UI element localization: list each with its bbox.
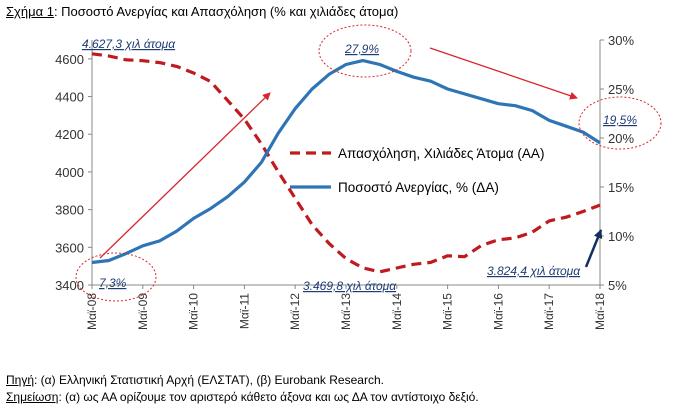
x-tick-label: Μαϊ-10 [187,293,201,330]
highlight-circle-end [578,96,662,150]
figure-notes: Πηγή: (α) Ελληνική Στατιστική Αρχή (ΕΛΣΤ… [6,372,479,406]
x-tick-label: Μαϊ-08 [85,293,99,330]
series-unemployment-line [91,59,601,265]
y-left-axis-ticks: 3400 3600 3800 4000 4200 4400 4600 [55,52,92,293]
legend: Απασχόληση, Χιλιάδες Άτομα (ΑΑ) Ποσοστό … [290,146,544,195]
recovery-arrow [584,229,603,268]
y-right-tick-label: 25% [608,82,634,97]
falling-trend-arrow [429,47,578,100]
y-right-tick-label: 10% [608,229,634,244]
y-right-tick-label: 15% [608,180,634,195]
figure-title-text: : Ποσοστό Ανεργίας και Απασχόληση (% και… [53,4,399,19]
y-left-tick-label: 3400 [55,278,84,293]
x-tick-label: Μαϊ-15 [441,293,455,330]
legend-label-employment: Απασχόληση, Χιλιάδες Άτομα (ΑΑ) [338,146,544,161]
x-tick-label: Μαϊ-18 [593,293,607,330]
source-note: Πηγή: (α) Ελληνική Στατιστική Αρχή (ΕΛΣΤ… [6,372,479,389]
y-left-tick-label: 3800 [55,203,84,218]
series-employment-line [91,52,601,274]
y-left-tick-label: 4200 [55,127,84,142]
y-left-tick-label: 4000 [55,165,84,180]
annotation-unemployment-start: 7,3% [99,276,127,290]
y-right-axis-ticks: 5% 10% 15% 20% 25% 30% [600,33,634,293]
annotation-employment-start: 4.627,3 χιλ άτομα [82,37,176,51]
figure-title-label: Σχήμα 1 [6,4,54,19]
y-right-tick-label: 30% [608,33,634,48]
x-tick-label: Μαϊ-14 [390,293,404,330]
note-label: Σημείωση [6,390,59,404]
source-label: Πηγή [6,373,35,387]
annotation-employment-end: 3.824,4 χιλ άτομα [487,264,581,278]
y-right-tick-label: 20% [608,131,634,146]
highlight-circle-start [75,252,157,302]
source-text: : (α) Ελληνική Στατιστική Αρχή (ΕΛΣΤΑΤ),… [34,373,384,387]
x-axis-ticks: Μαϊ-08 Μαϊ-09 Μαϊ-10 Μαϊ-11 Μαϊ-12 Μαϊ-13 Μαϊ-… [85,285,607,330]
x-tick-label: Μαϊ-09 [136,293,150,330]
rising-trend-arrow [99,92,271,259]
x-tick-label: Μαϊ-16 [491,293,505,330]
methodology-note: Σημείωση: (α) ως ΑΑ ορίζουμε τον αριστερ… [6,389,479,406]
line-chart: Μαϊ-08 Μαϊ-09 Μαϊ-10 Μαϊ-11 Μαϊ-12 Μαϊ-13 Μαϊ-… [55,24,662,330]
x-tick-label: Μαϊ-17 [542,293,556,330]
y-left-tick-label: 4600 [55,52,84,67]
x-tick-label: Μαϊ-13 [339,293,353,330]
figure-title: Σχήμα 1: Ποσοστό Ανεργίας και Απασχόληση… [6,4,398,19]
y-left-tick-label: 4400 [55,90,84,105]
annotation-employment-min: 3.469,8 χιλ άτομα [303,279,397,293]
x-tick-label: Μαϊ-12 [288,293,302,330]
annotation-unemployment-peak: 27,9% [344,42,379,56]
y-right-tick-label: 5% [608,278,627,293]
note-text: : (α) ως ΑΑ ορίζουμε τον αριστερό κάθετο… [58,390,479,404]
y-left-tick-label: 3600 [55,240,84,255]
x-tick-label: Μαϊ-11 [237,293,251,329]
highlight-circle-peak [318,24,412,78]
annotation-unemployment-end: 19,5% [603,113,637,127]
legend-label-unemployment: Ποσοστό Ανεργίας, % (ΔΑ) [338,180,499,195]
